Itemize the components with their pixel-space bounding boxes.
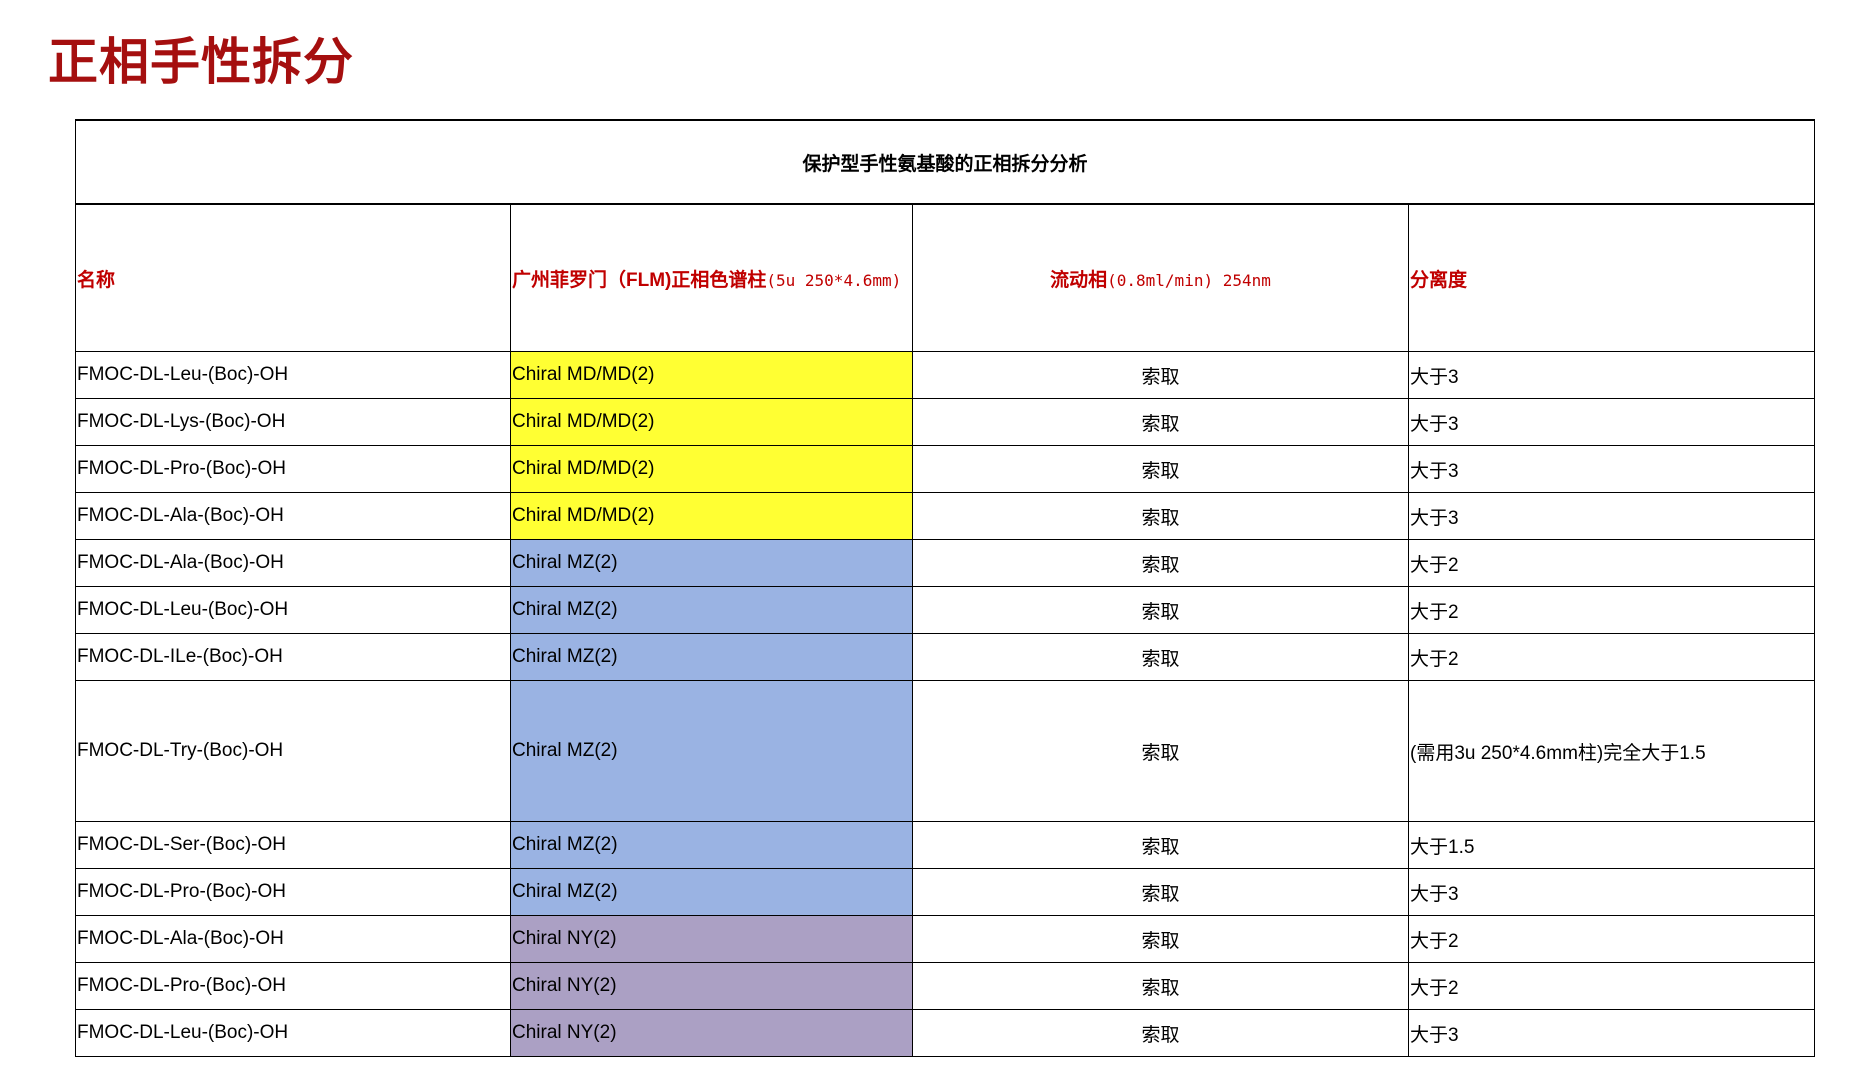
- header-column-spec: (5u 250*4.6mm): [766, 270, 902, 290]
- resolution-cell: 大于2: [1407, 962, 1816, 1010]
- resolution-cell: 大于2: [1407, 586, 1816, 634]
- header-column-cn: 广州菲罗门（FLM)正相色谱柱: [512, 269, 767, 291]
- resolution-cell: 大于3: [1407, 868, 1816, 916]
- column-cell: Chiral NY(2): [510, 962, 913, 1010]
- resolution-cell: 大于3: [1407, 398, 1816, 446]
- column-cell: Chiral MZ(2): [510, 539, 913, 587]
- table-row: FMOC-DL-Ala-(Boc)-OH Chiral MD/MD(2) 索取 大于3: [75, 492, 1816, 540]
- mobile-phase-cell: 索取: [912, 1009, 1409, 1057]
- header-mobile-phase: 流动相(0.8ml/min) 254nm: [912, 203, 1409, 352]
- column-cell: Chiral MD/MD(2): [510, 445, 913, 493]
- mobile-phase-cell: 索取: [912, 539, 1409, 587]
- header-row: 名称 广州菲罗门（FLM)正相色谱柱(5u 250*4.6mm) 流动相(0.8…: [75, 203, 1816, 352]
- table-row: FMOC-DL-Leu-(Boc)-OH Chiral MZ(2) 索取 大于2: [75, 586, 1816, 634]
- name-cell: FMOC-DL-Ala-(Boc)-OH: [75, 539, 511, 587]
- mobile-phase-cell: 索取: [912, 351, 1409, 399]
- header-column: 广州菲罗门（FLM)正相色谱柱(5u 250*4.6mm): [510, 203, 913, 352]
- name-cell: FMOC-DL-Ser-(Boc)-OH: [75, 821, 511, 869]
- name-cell: FMOC-DL-Leu-(Boc)-OH: [75, 351, 511, 399]
- name-cell: FMOC-DL-Ala-(Boc)-OH: [75, 915, 511, 963]
- table-row: FMOC-DL-Ser-(Boc)-OH Chiral MZ(2) 索取 大于1.5: [75, 821, 1816, 869]
- table-row: FMOC-DL-Try-(Boc)-OH Chiral MZ(2) 索取 (需用3u …: [75, 680, 1816, 822]
- table-row: FMOC-DL-Leu-(Boc)-OH Chiral MD/MD(2) 索取 大于3: [75, 351, 1816, 399]
- table-row: FMOC-DL-Lys-(Boc)-OH Chiral MD/MD(2) 索取 大于3: [75, 398, 1816, 446]
- name-cell: FMOC-DL-Lys-(Boc)-OH: [75, 398, 511, 446]
- mobile-phase-cell: 索取: [912, 868, 1409, 916]
- name-cell: FMOC-DL-Pro-(Boc)-OH: [75, 868, 511, 916]
- column-cell: Chiral MD/MD(2): [510, 351, 913, 399]
- mobile-phase-cell: 索取: [912, 398, 1409, 446]
- resolution-cell: 大于3: [1407, 492, 1816, 540]
- column-cell: Chiral MZ(2): [510, 821, 913, 869]
- name-cell: FMOC-DL-Leu-(Boc)-OH: [75, 1009, 511, 1057]
- name-cell: FMOC-DL-Leu-(Boc)-OH: [75, 586, 511, 634]
- table-row: FMOC-DL-Pro-(Boc)-OH Chiral MD/MD(2) 索取 大于3: [75, 445, 1816, 493]
- resolution-cell: 大于2: [1407, 915, 1816, 963]
- column-cell: Chiral MZ(2): [510, 868, 913, 916]
- resolution-cell: 大于2: [1407, 539, 1816, 587]
- header-resolution: 分离度: [1407, 203, 1816, 352]
- name-cell: FMOC-DL-Pro-(Boc)-OH: [75, 445, 511, 493]
- mobile-phase-cell: 索取: [912, 915, 1409, 963]
- resolution-cell: 大于1.5: [1407, 821, 1816, 869]
- resolution-cell: 大于3: [1407, 445, 1816, 493]
- column-cell: Chiral NY(2): [510, 1009, 913, 1057]
- mobile-phase-cell: 索取: [912, 445, 1409, 493]
- resolution-cell: 大于3: [1407, 1009, 1816, 1057]
- table-row: FMOC-DL-Pro-(Boc)-OH Chiral MZ(2) 索取 大于3: [75, 868, 1816, 916]
- resolution-table: 保护型手性氨基酸的正相拆分分析 名称 广州菲罗门（FLM)正相色谱柱(5u 25…: [74, 119, 1816, 1057]
- resolution-cell: (需用3u 250*4.6mm柱)完全大于1.5: [1407, 680, 1816, 822]
- table-row: FMOC-DL-Leu-(Boc)-OH Chiral NY(2) 索取 大于3: [75, 1009, 1816, 1057]
- mobile-phase-cell: 索取: [912, 680, 1409, 822]
- header-mobile-spec: (0.8ml/min) 254nm: [1107, 270, 1271, 290]
- column-cell: Chiral MD/MD(2): [510, 492, 913, 540]
- column-cell: Chiral NY(2): [510, 915, 913, 963]
- header-name: 名称: [75, 203, 511, 352]
- column-cell: Chiral MZ(2): [510, 586, 913, 634]
- mobile-phase-cell: 索取: [912, 586, 1409, 634]
- table-caption: 保护型手性氨基酸的正相拆分分析: [74, 119, 1816, 205]
- mobile-phase-cell: 索取: [912, 633, 1409, 681]
- name-cell: FMOC-DL-ILe-(Boc)-OH: [75, 633, 511, 681]
- header-mobile-cn: 流动相: [1050, 269, 1108, 291]
- name-cell: FMOC-DL-Try-(Boc)-OH: [75, 680, 511, 822]
- table-row: FMOC-DL-Ala-(Boc)-OH Chiral MZ(2) 索取 大于2: [75, 539, 1816, 587]
- name-cell: FMOC-DL-Ala-(Boc)-OH: [75, 492, 511, 540]
- table-row: FMOC-DL-ILe-(Boc)-OH Chiral MZ(2) 索取 大于2: [75, 633, 1816, 681]
- mobile-phase-cell: 索取: [912, 492, 1409, 540]
- page-title: 正相手性拆分: [48, 33, 354, 91]
- resolution-cell: 大于3: [1407, 351, 1816, 399]
- table-row: FMOC-DL-Ala-(Boc)-OH Chiral NY(2) 索取 大于2: [75, 915, 1816, 963]
- mobile-phase-cell: 索取: [912, 962, 1409, 1010]
- name-cell: FMOC-DL-Pro-(Boc)-OH: [75, 962, 511, 1010]
- mobile-phase-cell: 索取: [912, 821, 1409, 869]
- table-row: FMOC-DL-Pro-(Boc)-OH Chiral NY(2) 索取 大于2: [75, 962, 1816, 1010]
- column-cell: Chiral MZ(2): [510, 633, 913, 681]
- column-cell: Chiral MD/MD(2): [510, 398, 913, 446]
- column-cell: Chiral MZ(2): [510, 680, 913, 822]
- resolution-cell: 大于2: [1407, 633, 1816, 681]
